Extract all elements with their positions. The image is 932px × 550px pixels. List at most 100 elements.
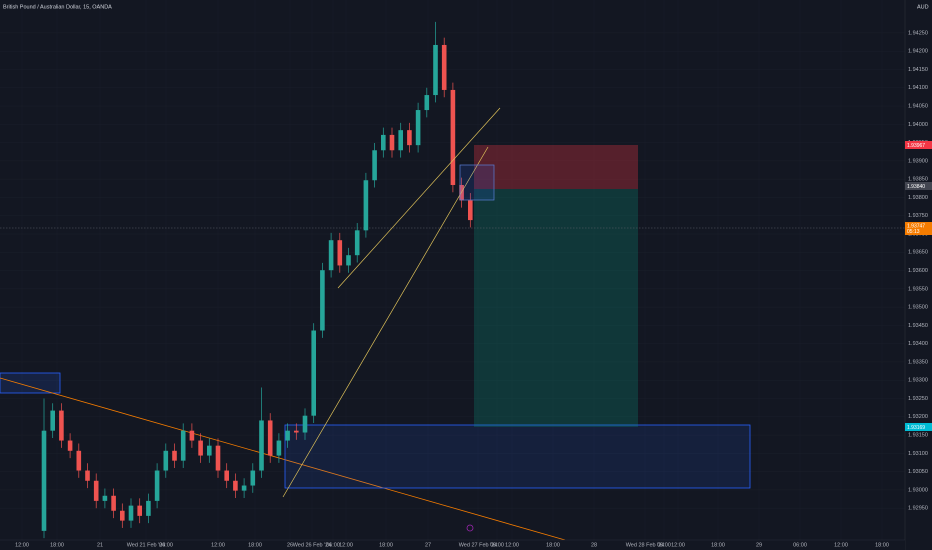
y-tick-label: 1.93000	[908, 487, 928, 493]
x-tick-label: 06:00	[657, 542, 671, 548]
price-tag	[905, 182, 932, 190]
candle-body	[302, 415, 308, 433]
x-tick-label: 06:00	[326, 542, 340, 548]
x-tick-label: 26	[287, 542, 293, 548]
candle-body	[407, 130, 412, 146]
y-tick-label: 1.93600	[908, 268, 928, 274]
candle-body	[76, 450, 82, 471]
trend-line	[0, 377, 566, 541]
y-tick-label: 1.94150	[908, 67, 928, 73]
price-tag	[905, 141, 932, 149]
candle-body	[441, 44, 447, 90]
y-tick-label: 1.94250	[908, 30, 928, 36]
candle-body	[311, 330, 316, 416]
candle-body	[276, 440, 282, 456]
candle-body	[198, 440, 203, 456]
y-tick-label: 1.93750	[908, 213, 928, 219]
candle-body	[102, 495, 108, 501]
candle-body	[381, 134, 386, 151]
y-tick-label: 1.93850	[908, 177, 928, 183]
x-tick-label: 12:00	[834, 542, 848, 548]
zone-box	[459, 164, 495, 201]
x-tick-label: Wed 21 Feb '24	[127, 542, 166, 548]
x-tick-label: 06:00	[159, 542, 173, 548]
price-tag-label: 1.93967	[907, 143, 925, 149]
y-tick-label: 1.93650	[908, 250, 928, 256]
y-tick-label: 1.93100	[908, 451, 928, 457]
y-tick-label: 1.93150	[908, 433, 928, 439]
y-tick-label: 1.93300	[908, 378, 928, 384]
y-tick-label: 1.94100	[908, 85, 928, 91]
y-tick-label: 1.93050	[908, 469, 928, 475]
price-tag	[905, 222, 932, 235]
x-tick-label: 21	[97, 542, 103, 548]
x-tick-label: 12:00	[339, 542, 353, 548]
candle-body	[41, 430, 47, 531]
x-tick-label: 27	[425, 542, 431, 548]
y-tick-label: 1.93500	[908, 305, 928, 311]
candles	[41, 21, 473, 539]
candle-body	[93, 480, 99, 501]
candle-body	[424, 95, 430, 111]
price-tag	[905, 423, 932, 431]
price-tag-label: 1.93747	[907, 223, 925, 229]
y-tick-label: 1.93900	[908, 158, 928, 164]
y-tick-label: 1.93550	[908, 286, 928, 292]
candle-body	[267, 420, 273, 456]
grid	[0, 0, 905, 540]
candle-body	[259, 420, 264, 471]
x-tick-label: 29	[756, 542, 762, 548]
y-tick-label: 1.93400	[908, 341, 928, 347]
event-marker[interactable]	[466, 524, 474, 532]
candle-body	[111, 495, 116, 511]
candle-body	[337, 240, 343, 266]
candle-body	[320, 270, 325, 331]
price-tag-label: 1.93840	[907, 184, 925, 190]
candle-body	[50, 410, 55, 431]
x-tick-label: Wed 26 Feb '24	[293, 542, 332, 548]
zone-box	[284, 424, 751, 489]
x-tick-label: 06:00	[793, 542, 807, 548]
x-tick-label: 28	[591, 542, 597, 548]
candle-body	[137, 505, 142, 516]
x-tick-label: 18:00	[50, 542, 64, 548]
y-tick-label: 1.93200	[908, 414, 928, 420]
y-tick-label: 1.94050	[908, 103, 928, 109]
target-zone	[474, 189, 638, 427]
candle-body	[241, 485, 247, 491]
currency-label: AUD	[917, 4, 929, 10]
price-tag-label: 1.93169	[907, 425, 925, 431]
x-tick-label: 18:00	[379, 542, 393, 548]
candle-body	[207, 445, 212, 456]
candle-body	[294, 430, 299, 433]
x-tick-label: 18:00	[546, 542, 560, 548]
time-axis	[0, 540, 905, 550]
x-tick-label: 18:00	[711, 542, 725, 548]
candle-body	[67, 440, 73, 451]
candle-body	[346, 255, 351, 266]
x-tick-label: 18:00	[875, 542, 889, 548]
chart-title: British Pound / Australian Dollar, 15, O…	[3, 4, 112, 10]
candle-body	[59, 410, 64, 441]
candle-body	[224, 470, 229, 481]
candle-body	[250, 470, 256, 486]
candle-body	[285, 430, 290, 441]
candle-body	[85, 470, 90, 481]
x-tick-label: 12:00	[211, 542, 225, 548]
x-tick-label: 12:00	[671, 542, 685, 548]
candle-body	[415, 110, 421, 146]
y-tick-label: 1.94200	[908, 49, 928, 55]
candle-body	[172, 450, 177, 461]
candle-body	[120, 510, 125, 521]
x-tick-label: Wed 28 Feb '24	[626, 542, 665, 548]
candle-body	[433, 44, 438, 96]
y-tick-label: 1.93800	[908, 195, 928, 201]
candle-body	[189, 430, 195, 441]
y-tick-label: 1.93450	[908, 323, 928, 329]
price-tag-label: 05:13	[907, 229, 920, 235]
x-tick-label: 12:00	[15, 542, 29, 548]
candle-body	[154, 470, 160, 501]
candle-body	[372, 150, 377, 181]
